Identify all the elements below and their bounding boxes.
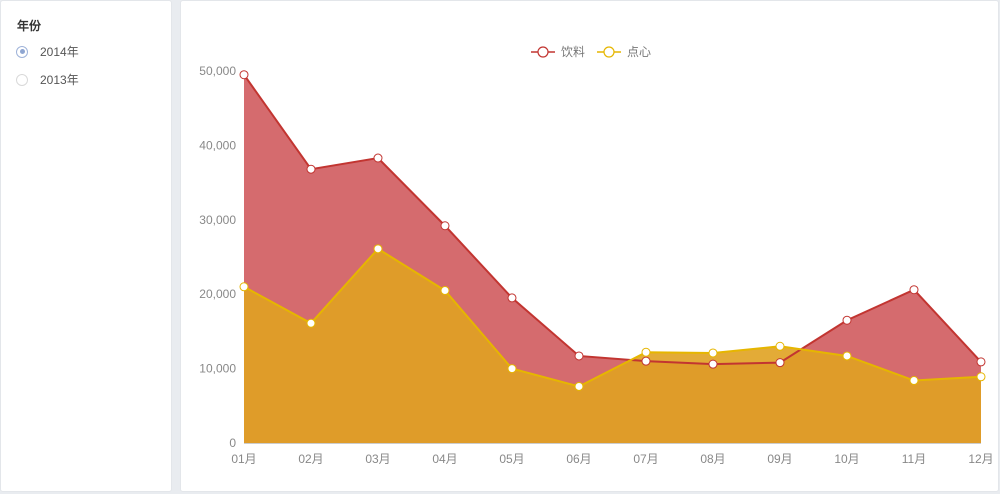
data-point bbox=[373, 153, 383, 163]
data-point bbox=[976, 372, 986, 382]
y-tick-label: 0 bbox=[229, 436, 236, 450]
x-tick-label: 06月 bbox=[566, 452, 591, 466]
data-point bbox=[842, 351, 852, 361]
legend-label: 点心 bbox=[627, 45, 651, 59]
x-tick-label: 12月 bbox=[968, 452, 993, 466]
data-point bbox=[641, 347, 651, 357]
data-point bbox=[507, 293, 517, 303]
data-point bbox=[239, 70, 249, 80]
year-option-label: 2013年 bbox=[40, 73, 79, 87]
data-point bbox=[373, 244, 383, 254]
data-point bbox=[708, 359, 718, 369]
x-tick-label: 04月 bbox=[432, 452, 457, 466]
x-tick-label: 02月 bbox=[298, 452, 323, 466]
chart-panel: 0 10,000 20,000 30,000 40,000 50,000 01月 02月 03月… bbox=[180, 0, 999, 492]
series-line-1 bbox=[243, 74, 982, 366]
data-point bbox=[641, 356, 651, 366]
year-option-2014[interactable]: 2014年 bbox=[16, 43, 79, 60]
data-point bbox=[239, 282, 249, 292]
x-tick-label: 11月 bbox=[902, 452, 926, 466]
x-tick-label: 08月 bbox=[700, 452, 725, 466]
data-point bbox=[507, 364, 517, 374]
data-point bbox=[574, 351, 584, 361]
x-tick-label: 01月 bbox=[231, 452, 256, 466]
legend-marker bbox=[603, 46, 615, 58]
data-point bbox=[842, 315, 852, 325]
data-point bbox=[574, 381, 584, 391]
year-filter-panel: 年份 2014年 2013年 bbox=[0, 0, 172, 492]
data-point bbox=[306, 164, 316, 174]
area-chart: 0 10,000 20,000 30,000 40,000 50,000 01月 02月 03月… bbox=[199, 45, 993, 466]
radio-checked-icon[interactable] bbox=[16, 45, 28, 58]
y-tick-label: 30,000 bbox=[199, 213, 236, 227]
legend-label: 饮料 bbox=[561, 45, 585, 59]
data-point bbox=[775, 358, 785, 368]
y-tick-label: 40,000 bbox=[199, 138, 236, 152]
data-point bbox=[440, 221, 450, 231]
data-point bbox=[708, 348, 718, 358]
y-tick-label: 20,000 bbox=[199, 287, 236, 301]
x-tick-label: 03月 bbox=[365, 452, 390, 466]
series-area-2 bbox=[244, 248, 981, 443]
x-tick-label: 05月 bbox=[499, 452, 524, 466]
y-tick-label: 10,000 bbox=[199, 362, 236, 376]
data-point bbox=[909, 376, 919, 386]
year-filter-title: 年份 bbox=[17, 19, 42, 33]
x-tick-label: 09月 bbox=[767, 452, 792, 466]
y-tick-label: 50,000 bbox=[199, 64, 236, 78]
x-tick-label: 10月 bbox=[834, 452, 859, 466]
data-point bbox=[306, 318, 316, 328]
data-point bbox=[775, 341, 785, 351]
data-point bbox=[909, 285, 919, 295]
legend-marker bbox=[537, 46, 549, 58]
series-line-2 bbox=[243, 247, 982, 388]
x-tick-label: 07月 bbox=[633, 452, 658, 466]
year-option-2013[interactable]: 2013年 bbox=[16, 71, 79, 88]
year-option-label: 2014年 bbox=[40, 45, 79, 59]
data-point bbox=[976, 357, 986, 367]
data-point bbox=[440, 285, 450, 295]
radio-unchecked-icon[interactable] bbox=[16, 73, 28, 86]
